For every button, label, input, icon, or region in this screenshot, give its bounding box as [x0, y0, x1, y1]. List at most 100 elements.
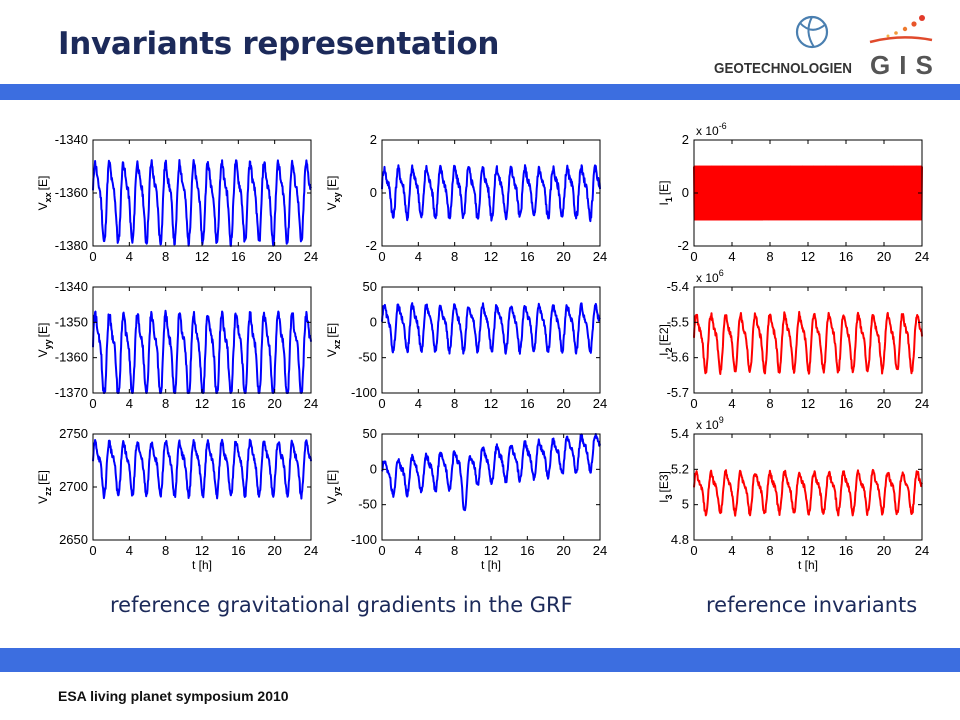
bottom-band — [0, 648, 960, 672]
ytick-label: -5.4 — [667, 279, 689, 294]
chart-vxz: 0 4 8 12 16 20 24 -100 -50 0 50 Vxz[E] — [325, 279, 607, 411]
ytick-label: 5 — [682, 497, 689, 512]
ytick-label: -1370 — [55, 385, 88, 400]
ytick-label: -1340 — [55, 279, 88, 294]
ytick-label: -50 — [358, 350, 377, 365]
chart-vxx: 0 4 8 12 16 20 24 -1380 -1360 -1340 Vxx[E] — [36, 132, 318, 264]
ylabel-sub: 2 — [664, 348, 674, 353]
footer-text: ESA living planet symposium 2010 — [58, 688, 289, 704]
xtick-label: 8 — [766, 543, 773, 558]
ylabel-vyz: Vyz[E] — [325, 470, 342, 504]
ytick-label: 0 — [682, 185, 689, 200]
xtick-label: 8 — [451, 396, 458, 411]
xtick-label: 12 — [195, 396, 209, 411]
ylabel-unit: [E2] — [657, 324, 671, 345]
ylabel-main: I — [657, 353, 671, 356]
ytick-label: 0 — [370, 461, 377, 476]
xtick-label: 4 — [415, 396, 422, 411]
series-line-i3 — [693, 468, 923, 517]
xtick-label: 0 — [378, 543, 385, 558]
xtick-label: 0 — [89, 249, 96, 264]
gis-dot-5 — [886, 34, 890, 38]
xtick-label: 24 — [304, 249, 318, 264]
ytick-label: -5.6 — [667, 350, 689, 365]
ytick-label: -5.5 — [667, 314, 689, 329]
ylabel-sub: xz — [332, 339, 342, 349]
page-title: Invariants representation — [58, 26, 500, 62]
xtick-label: 8 — [766, 396, 773, 411]
series-line-vyy — [92, 309, 312, 394]
ytick-label: 2 — [682, 132, 689, 147]
ylabel-vxx: Vxx[E] — [36, 176, 53, 211]
ytick-label: 5.4 — [671, 426, 689, 441]
xtick-label: 20 — [267, 543, 281, 558]
ylabel-unit: [E] — [325, 323, 339, 338]
ylabel-unit: [E] — [36, 323, 50, 338]
ytick-label: -2 — [365, 238, 377, 253]
caption-invariants: reference invariants — [706, 593, 918, 617]
ytick-label: 50 — [363, 279, 377, 294]
xtick-label: 8 — [162, 249, 169, 264]
geotechnologien-logo: GEOTECHNOLOGIEN — [714, 15, 852, 77]
ylabel-vzz: Vzz[E] — [36, 470, 53, 504]
ylabel-unit: [E] — [36, 470, 50, 485]
plot-frame-i2 — [693, 286, 923, 394]
ytick-label: -1340 — [55, 132, 88, 147]
xtick-label: 16 — [520, 396, 534, 411]
ytick-label: -5.7 — [667, 385, 689, 400]
xtick-label: 24 — [593, 249, 607, 264]
xtick-label: 20 — [556, 396, 570, 411]
xtick-label: 12 — [195, 543, 209, 558]
ytick-label: 2700 — [59, 479, 88, 494]
ylabel-sub: zz — [43, 486, 53, 496]
xtick-label: 12 — [801, 543, 815, 558]
ylabel-sub: yy — [43, 339, 53, 349]
ytick-label: -100 — [351, 532, 377, 547]
xtick-label: 8 — [766, 249, 773, 264]
ytick-label: 4.8 — [671, 532, 689, 547]
ylabel-vxz: Vxz[E] — [325, 323, 342, 357]
chart-vyz: 0 4 8 12 16 20 24 -100 -50 0 50 Vyz[E] t [h] — [325, 426, 607, 572]
xtick-label: 4 — [728, 396, 735, 411]
xtick-label: 24 — [304, 543, 318, 558]
ytick-label: 2650 — [59, 532, 88, 547]
xtick-label: 0 — [89, 396, 96, 411]
top-band — [0, 84, 960, 100]
ytick-label: 2 — [370, 132, 377, 147]
gis-logo: GIS — [869, 15, 933, 80]
xtick-label: 16 — [520, 543, 534, 558]
series-line-vzz — [92, 438, 312, 500]
gis-dot-2 — [911, 21, 917, 27]
xtick-label: 12 — [484, 543, 498, 558]
xtick-label: 24 — [304, 396, 318, 411]
exponent-base: x 10 — [696, 124, 719, 138]
exponent-power: 9 — [719, 415, 724, 425]
xtick-label: 4 — [126, 249, 133, 264]
xtick-label: 20 — [877, 543, 891, 558]
xtick-label: 24 — [593, 543, 607, 558]
ytick-label: -1360 — [55, 350, 88, 365]
xtick-label: 20 — [877, 249, 891, 264]
exponent-i2: x 106 — [696, 268, 724, 285]
ylabel-sub: yz — [332, 486, 342, 496]
xtick-label: 12 — [484, 396, 498, 411]
gis-dot-4 — [894, 31, 898, 35]
xtick-label: 0 — [89, 543, 96, 558]
ytick-label: -1350 — [55, 314, 88, 329]
xtick-label: 0 — [378, 249, 385, 264]
geotechnologien-text: GEOTECHNOLOGIEN — [714, 60, 852, 77]
ylabel-sub: xy — [332, 192, 342, 202]
plot-frame-vxy — [381, 139, 601, 247]
ylabel-main: V — [36, 202, 50, 210]
ytick-label: 50 — [363, 426, 377, 441]
xtick-label: 12 — [801, 249, 815, 264]
ylabel-vyy: Vyy[E] — [36, 323, 53, 358]
xtick-label: 4 — [415, 249, 422, 264]
xtick-label: 8 — [162, 543, 169, 558]
xtick-label: 16 — [231, 396, 245, 411]
xtick-label: 12 — [195, 249, 209, 264]
xtick-label: 16 — [839, 543, 853, 558]
